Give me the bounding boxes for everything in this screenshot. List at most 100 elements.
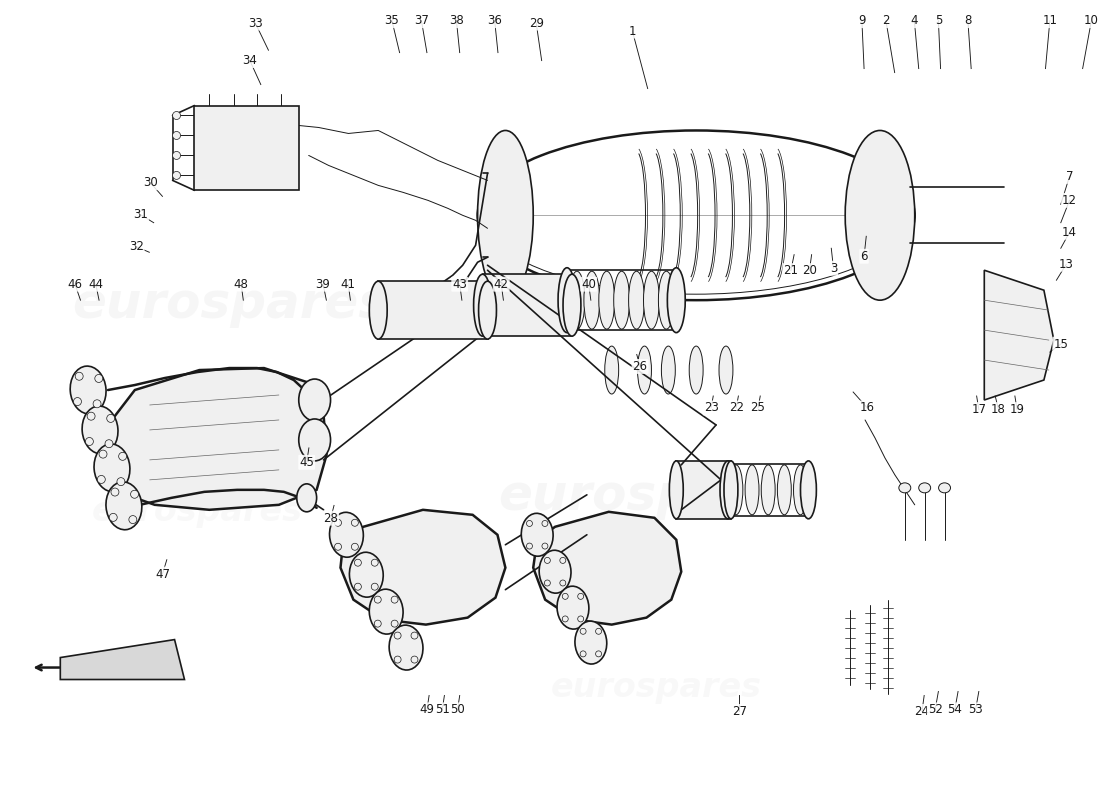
Text: 28: 28 <box>323 512 338 525</box>
Ellipse shape <box>75 372 84 380</box>
Ellipse shape <box>578 594 584 599</box>
Text: 34: 34 <box>242 54 257 67</box>
Text: 8: 8 <box>965 14 971 27</box>
Text: 47: 47 <box>155 567 169 581</box>
Ellipse shape <box>690 346 703 394</box>
Text: 31: 31 <box>133 208 148 222</box>
Ellipse shape <box>334 543 341 550</box>
Ellipse shape <box>558 268 576 333</box>
Ellipse shape <box>477 130 915 300</box>
Ellipse shape <box>82 406 118 454</box>
Ellipse shape <box>527 521 532 526</box>
Ellipse shape <box>173 131 180 139</box>
Ellipse shape <box>584 271 600 329</box>
Text: 26: 26 <box>632 360 648 373</box>
Text: 45: 45 <box>299 456 315 469</box>
Text: 4: 4 <box>911 14 918 27</box>
Ellipse shape <box>354 559 362 566</box>
Ellipse shape <box>354 583 362 590</box>
Ellipse shape <box>370 282 387 339</box>
Ellipse shape <box>370 589 403 634</box>
Polygon shape <box>534 512 681 625</box>
Ellipse shape <box>87 412 95 420</box>
Ellipse shape <box>129 515 136 523</box>
Ellipse shape <box>659 271 674 329</box>
Text: eurospares: eurospares <box>92 495 302 528</box>
Ellipse shape <box>661 346 675 394</box>
Ellipse shape <box>544 580 550 586</box>
Ellipse shape <box>131 490 139 498</box>
Ellipse shape <box>106 482 142 530</box>
Text: eurospares: eurospares <box>498 472 814 520</box>
Polygon shape <box>108 368 327 510</box>
Ellipse shape <box>297 484 317 512</box>
Ellipse shape <box>605 346 618 394</box>
Text: 6: 6 <box>860 250 868 262</box>
Ellipse shape <box>560 580 565 586</box>
Ellipse shape <box>793 465 807 515</box>
Ellipse shape <box>394 656 402 663</box>
Text: 3: 3 <box>829 262 837 274</box>
Ellipse shape <box>97 475 106 483</box>
Text: 7: 7 <box>1066 170 1074 183</box>
Text: 14: 14 <box>1062 226 1077 238</box>
Polygon shape <box>984 270 1054 400</box>
Ellipse shape <box>527 543 532 549</box>
Ellipse shape <box>562 594 569 599</box>
Ellipse shape <box>720 461 736 518</box>
Ellipse shape <box>724 461 738 518</box>
Ellipse shape <box>569 271 585 329</box>
Ellipse shape <box>94 400 101 408</box>
Text: 11: 11 <box>1043 14 1057 27</box>
Text: 53: 53 <box>968 703 983 716</box>
Text: 15: 15 <box>1054 338 1068 350</box>
Ellipse shape <box>173 151 180 159</box>
Ellipse shape <box>119 452 126 460</box>
Text: 51: 51 <box>434 703 450 716</box>
Text: 41: 41 <box>341 278 355 290</box>
Ellipse shape <box>95 374 102 382</box>
Ellipse shape <box>628 271 645 329</box>
Ellipse shape <box>580 628 586 634</box>
Ellipse shape <box>478 282 496 339</box>
Text: 17: 17 <box>971 403 987 416</box>
Ellipse shape <box>392 620 398 627</box>
Text: 25: 25 <box>750 402 766 414</box>
Ellipse shape <box>801 461 816 518</box>
Text: 23: 23 <box>704 402 718 414</box>
Ellipse shape <box>557 586 588 629</box>
Ellipse shape <box>521 514 553 556</box>
Ellipse shape <box>845 130 915 300</box>
Text: 40: 40 <box>581 278 596 290</box>
Text: 29: 29 <box>529 17 543 30</box>
Text: 38: 38 <box>449 14 464 27</box>
Ellipse shape <box>109 514 118 522</box>
Ellipse shape <box>117 478 125 486</box>
Ellipse shape <box>580 651 586 657</box>
Ellipse shape <box>669 461 683 518</box>
Text: 48: 48 <box>233 278 249 290</box>
Ellipse shape <box>899 483 911 493</box>
Ellipse shape <box>729 465 743 515</box>
Ellipse shape <box>374 620 382 627</box>
Ellipse shape <box>563 274 581 336</box>
Text: eurospares: eurospares <box>551 671 762 704</box>
Text: 22: 22 <box>728 402 744 414</box>
Ellipse shape <box>111 488 119 496</box>
Text: 44: 44 <box>88 278 103 290</box>
Ellipse shape <box>372 583 378 590</box>
Ellipse shape <box>374 596 382 603</box>
Polygon shape <box>483 274 572 336</box>
Ellipse shape <box>539 550 571 593</box>
Ellipse shape <box>94 444 130 492</box>
Text: 35: 35 <box>385 14 399 27</box>
Ellipse shape <box>351 543 359 550</box>
Text: 18: 18 <box>991 403 1005 416</box>
Text: 37: 37 <box>414 14 429 27</box>
Text: 43: 43 <box>452 278 468 290</box>
Ellipse shape <box>86 438 94 446</box>
Text: 30: 30 <box>143 176 157 190</box>
Text: 36: 36 <box>487 14 502 27</box>
Text: 54: 54 <box>947 703 962 716</box>
Text: 10: 10 <box>1084 14 1099 27</box>
